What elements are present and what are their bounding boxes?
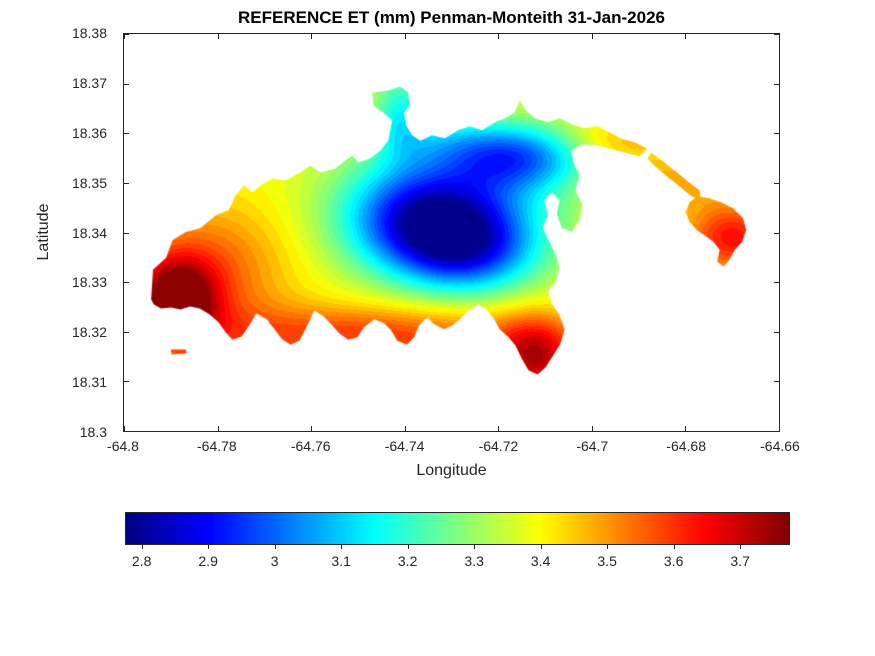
colorbar-tick-mark — [141, 545, 143, 549]
colorbar-tick-label: 3.7 — [730, 553, 750, 569]
x-tick-mark — [217, 426, 219, 431]
y-tick-mark — [124, 34, 129, 35]
y-tick-mark — [124, 232, 129, 234]
x-tick-mark — [591, 34, 593, 39]
y-tick-mark — [124, 133, 129, 135]
y-axis-label: Latitude — [35, 203, 52, 261]
colorbar-tick-mark — [208, 545, 210, 549]
y-tick-mark — [774, 182, 779, 184]
x-tick-label: -64.8 — [107, 438, 139, 454]
x-tick-mark — [311, 34, 313, 39]
colorbar-tick-mark — [540, 545, 542, 549]
colorbar-tick-mark — [607, 545, 609, 549]
y-tick-label: 18.3 — [79, 424, 107, 440]
colorbar-tick-mark — [474, 545, 476, 549]
colorbar-tick-mark — [673, 545, 675, 549]
y-tick-mark — [774, 282, 779, 284]
x-tick-mark — [779, 426, 780, 431]
x-tick-mark — [779, 34, 780, 39]
y-tick-label: 18.37 — [71, 74, 107, 91]
colorbar-ticks — [125, 545, 790, 549]
x-tick-mark — [124, 34, 125, 39]
y-tick-mark — [124, 331, 129, 333]
y-tick-mark — [124, 381, 129, 383]
colorbar-tick-label: 3 — [270, 553, 279, 569]
y-tick-mark — [774, 83, 779, 85]
x-axis-label: Longitude — [416, 462, 487, 479]
x-tick-label: -64.78 — [196, 438, 237, 454]
colorbar-tick-label: 3.6 — [663, 553, 684, 569]
colorbar-tick-label: 3.5 — [597, 553, 617, 569]
colorbar-tick-label: 2.8 — [131, 553, 152, 569]
y-tick-mark — [774, 34, 779, 35]
colorbar-canvas — [126, 513, 789, 544]
x-tick-label: -64.68 — [666, 438, 706, 454]
x-tick-label: -64.74 — [384, 438, 425, 454]
x-tick-mark — [124, 426, 125, 431]
colorbar-tick-mark — [274, 545, 276, 549]
colorbar-tick-label: 3.1 — [331, 553, 351, 569]
x-tick-mark — [404, 34, 406, 39]
y-tick-label: 18.35 — [71, 174, 107, 191]
x-tick-mark — [498, 34, 500, 39]
x-tick-mark — [311, 426, 313, 431]
x-tick-label: -64.72 — [478, 438, 519, 454]
y-tick-mark — [774, 381, 779, 383]
x-tick-mark — [404, 426, 406, 431]
plot-area — [123, 33, 780, 432]
x-tick-label: -64.76 — [290, 438, 331, 454]
colorbar-tick-labels: 2.8 2.9 3 3.1 3.2 3.3 3.4 3.5 3.6 3.7 — [125, 553, 790, 571]
x-tick-mark — [591, 426, 593, 431]
y-tick-label: 18.32 — [71, 324, 107, 341]
map-canvas — [124, 34, 779, 431]
y-tick-mark — [124, 83, 129, 85]
y-tick-labels: 18.3 18.31 18.32 18.33 18.34 18.35 18.36 18.37 1… — [40, 25, 115, 440]
x-tick-mark — [498, 426, 500, 431]
y-tick-mark — [774, 331, 779, 333]
colorbar-tick-label: 3.3 — [464, 553, 484, 569]
y-tick-label: 18.34 — [71, 224, 107, 241]
colorbar-tick-mark — [740, 545, 742, 549]
y-tick-mark — [124, 431, 129, 432]
y-tick-mark — [124, 182, 129, 184]
colorbar — [125, 512, 790, 545]
colorbar-tick-mark — [341, 545, 343, 549]
y-tick-label: 18.36 — [71, 124, 107, 141]
x-tick-label: -64.66 — [760, 438, 800, 454]
y-tick-mark — [774, 431, 779, 432]
chart-title: REFERENCE ET (mm) Penman-Monteith 31-Jan… — [238, 8, 665, 27]
x-tick-labels: -64.8 -64.78 -64.76 -64.74 -64.72 -64.7 -64.68… — [107, 438, 800, 456]
y-tick-label: 18.31 — [71, 374, 107, 391]
colorbar-tick-mark — [407, 545, 409, 549]
y-tick-mark — [774, 232, 779, 234]
colorbar-tick-label: 3.2 — [397, 553, 418, 569]
y-tick-mark — [124, 282, 129, 284]
y-tick-label: 18.33 — [71, 274, 107, 291]
colorbar-tick-label: 3.4 — [530, 553, 551, 569]
x-tick-mark — [685, 426, 687, 431]
x-tick-mark — [685, 34, 687, 39]
colorbar-tick-label: 2.9 — [198, 553, 218, 569]
x-tick-label: -64.7 — [576, 438, 609, 454]
y-tick-mark — [774, 133, 779, 135]
x-tick-mark — [217, 34, 219, 39]
y-tick-label: 18.38 — [71, 25, 107, 41]
